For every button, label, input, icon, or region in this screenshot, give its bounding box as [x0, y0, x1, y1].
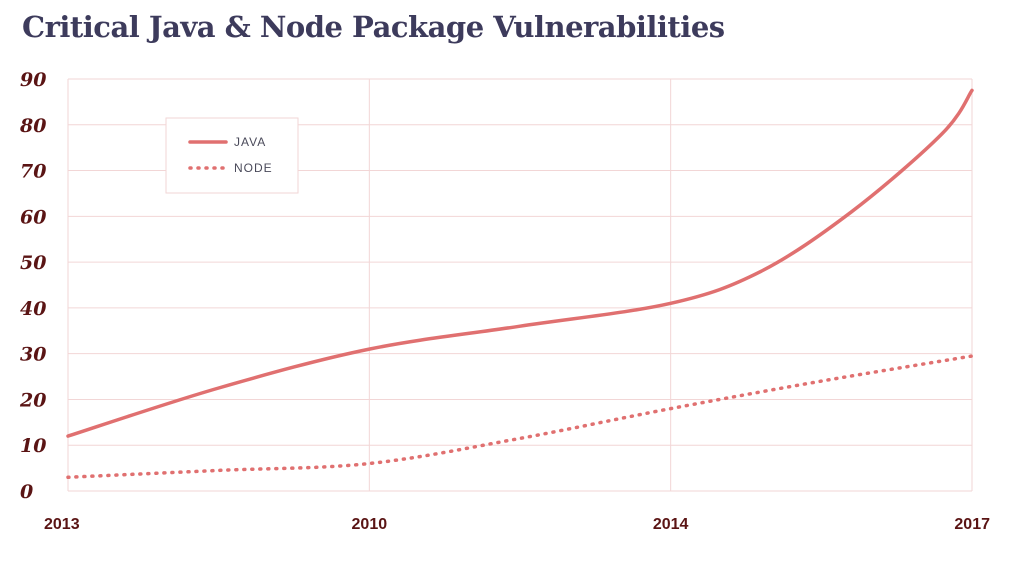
- chart-title: Critical Java & Node Package Vulnerabili…: [22, 10, 725, 44]
- series-lines: [66, 88, 974, 480]
- legend-label-java: JAVA: [234, 135, 266, 149]
- y-tick-label-30: 30: [20, 344, 46, 366]
- y-tick-label-50: 50: [20, 252, 46, 274]
- legend-label-node: NODE: [234, 161, 273, 175]
- x-tick-label-2: 2014: [653, 516, 689, 533]
- legend: JAVA NODE: [165, 117, 299, 194]
- y-tick-label-90: 90: [20, 69, 46, 91]
- y-tick-label-60: 60: [20, 206, 46, 228]
- y-tick-label-80: 80: [19, 115, 46, 137]
- y-tick-label-20: 20: [19, 389, 46, 411]
- x-tick-label-1: 2010: [352, 516, 388, 533]
- x-tick-label-3: 2017: [954, 516, 990, 533]
- y-tick-label-0: 0: [20, 481, 33, 503]
- y-tick-label-40: 40: [20, 298, 46, 320]
- x-axis-ticks: 2013 2010 2014 2017: [44, 516, 990, 533]
- series-line-java: [66, 88, 974, 438]
- x-tick-label-0: 2013: [44, 516, 80, 533]
- legend-box: [165, 117, 299, 194]
- y-axis-ticks: 0 10 20 30 40 50 60 70 80 90: [19, 69, 46, 503]
- series-line-node: [66, 354, 974, 480]
- y-tick-label-10: 10: [20, 435, 46, 457]
- y-tick-label-70: 70: [20, 161, 46, 183]
